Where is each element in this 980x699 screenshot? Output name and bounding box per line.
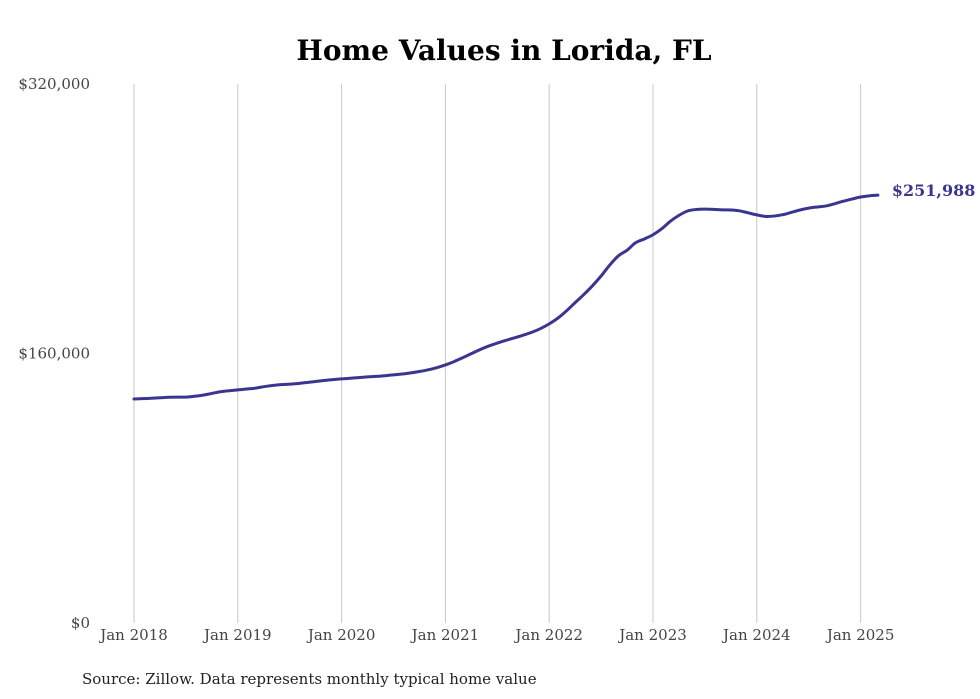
source-note: Source: Zillow. Data represents monthly … xyxy=(82,670,537,688)
gridlines xyxy=(133,84,862,623)
home-value-line xyxy=(132,193,880,401)
x-tick-label: Jan 2020 xyxy=(306,626,376,644)
x-tick-label: Jan 2019 xyxy=(202,626,272,644)
y-tick-label: $320,000 xyxy=(18,75,90,93)
x-tick-label: Jan 2023 xyxy=(617,626,687,644)
x-tick-label: Jan 2025 xyxy=(825,626,895,644)
x-axis: Jan 2018 Jan 2019 Jan 2020 Jan 2021 Jan 2022… xyxy=(98,626,894,644)
y-tick-label: $160,000 xyxy=(18,345,90,363)
x-tick-label: Jan 2021 xyxy=(410,626,480,644)
x-tick-label: Jan 2024 xyxy=(721,626,791,644)
y-tick-label: $0 xyxy=(71,614,90,632)
chart-title: Home Values in Lorida, FL xyxy=(296,34,712,67)
latest-value-label: $251,988 xyxy=(892,181,976,200)
x-tick-label: Jan 2022 xyxy=(513,626,583,644)
y-axis: $0 $160,000 $320,000 xyxy=(18,75,90,632)
x-tick-label: Jan 2018 xyxy=(98,626,168,644)
